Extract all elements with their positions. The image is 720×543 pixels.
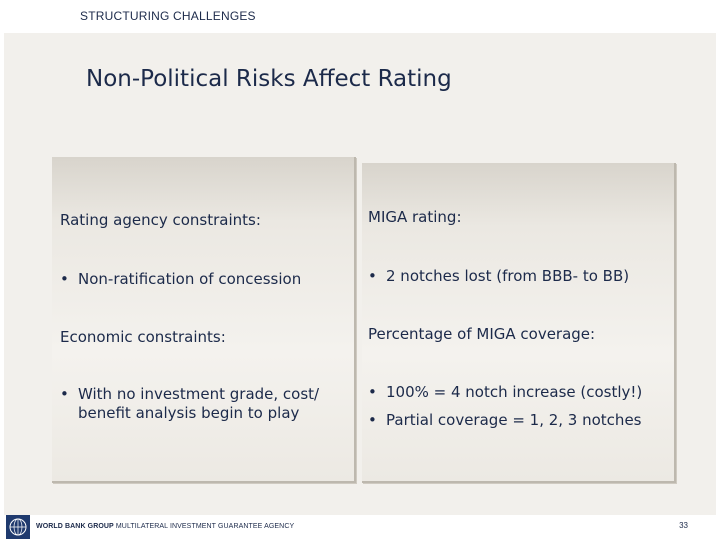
left-heading-economic: Economic constraints: xyxy=(60,328,226,346)
right-heading-miga-rating: MIGA rating: xyxy=(368,208,462,226)
bullet-text: Partial coverage = 1, 2, 3 notches xyxy=(386,411,642,429)
left-heading-rating-agency: Rating agency constraints: xyxy=(60,211,261,229)
bullet-text: Non-ratification of concession xyxy=(78,270,302,288)
bullet-icon: • xyxy=(60,270,69,288)
left-bullet-non-ratification: • Non-ratification of concession xyxy=(60,270,301,289)
footer-org-bold: WORLD BANK GROUP xyxy=(36,523,114,530)
bullet-text-line-2: benefit analysis begin to play xyxy=(78,404,300,422)
right-bullet-notches-lost: • 2 notches lost (from BBB- to BB) xyxy=(368,267,629,286)
footer-org-rest: MULTILATERAL INVESTMENT GUARANTEE AGENCY xyxy=(113,523,295,530)
right-heading-coverage: Percentage of MIGA coverage: xyxy=(368,325,596,343)
bullet-icon: • xyxy=(368,383,377,401)
bullet-icon: • xyxy=(368,267,377,285)
right-bullet-partial-coverage: • Partial coverage = 1, 2, 3 notches xyxy=(368,411,641,430)
bullet-icon: • xyxy=(368,411,377,429)
right-panel xyxy=(362,163,676,483)
bullet-text: 2 notches lost (from BBB- to BB) xyxy=(386,267,630,285)
page-title: Non-Political Risks Affect Rating xyxy=(86,66,452,92)
bullet-text-line-1: With no investment grade, cost/ xyxy=(78,385,320,403)
page-number: 33 xyxy=(679,521,688,530)
bullet-icon: • xyxy=(60,385,69,403)
bullet-text: 100% = 4 notch increase (costly!) xyxy=(386,383,643,401)
right-bullet-full-coverage: • 100% = 4 notch increase (costly!) xyxy=(368,383,642,402)
left-bullet-investment-grade: • With no investment grade, cost/ benefi… xyxy=(60,385,319,423)
bullet-text: With no investment grade, cost/ benefit … xyxy=(78,385,319,423)
section-label: STRUCTURING CHALLENGES xyxy=(80,9,256,23)
miga-logo-icon xyxy=(6,515,30,539)
footer-organization: WORLD BANK GROUP MULTILATERAL INVESTMENT… xyxy=(36,523,294,530)
left-panel xyxy=(52,157,356,483)
